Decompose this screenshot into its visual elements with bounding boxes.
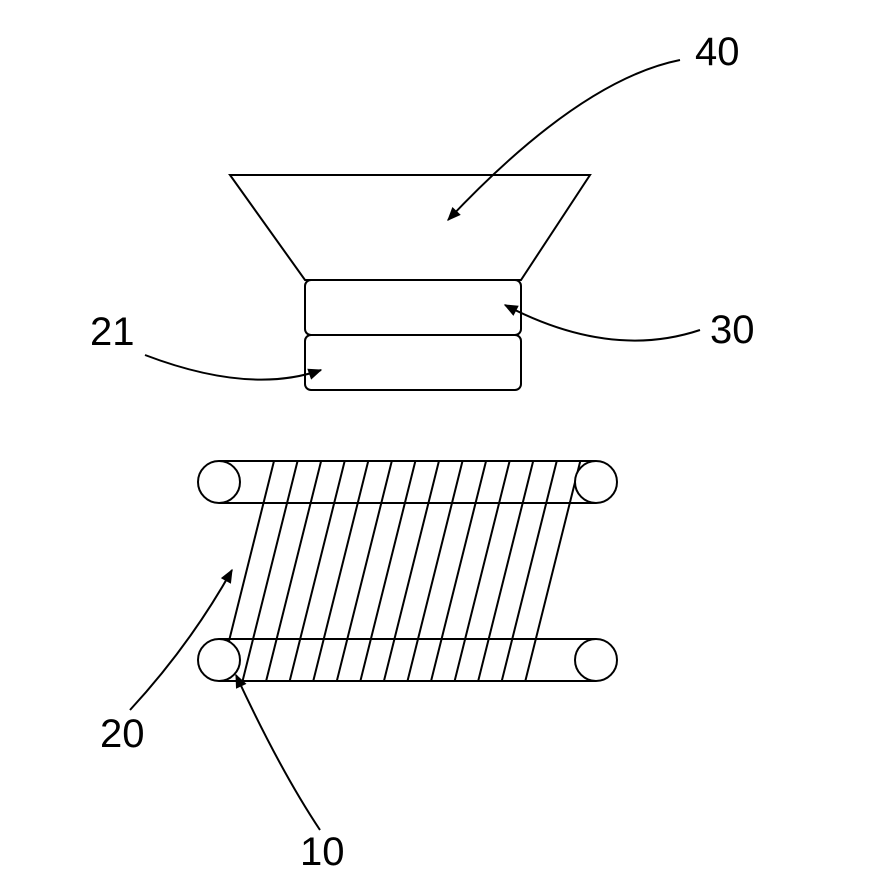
diagram-container: 40 30 21 20 10 <box>0 0 869 894</box>
technical-diagram <box>0 0 869 894</box>
label-10: 10 <box>300 830 345 875</box>
label-40: 40 <box>695 30 740 75</box>
label-20: 20 <box>100 712 145 757</box>
label-21: 21 <box>90 310 135 355</box>
label-30: 30 <box>710 308 755 353</box>
